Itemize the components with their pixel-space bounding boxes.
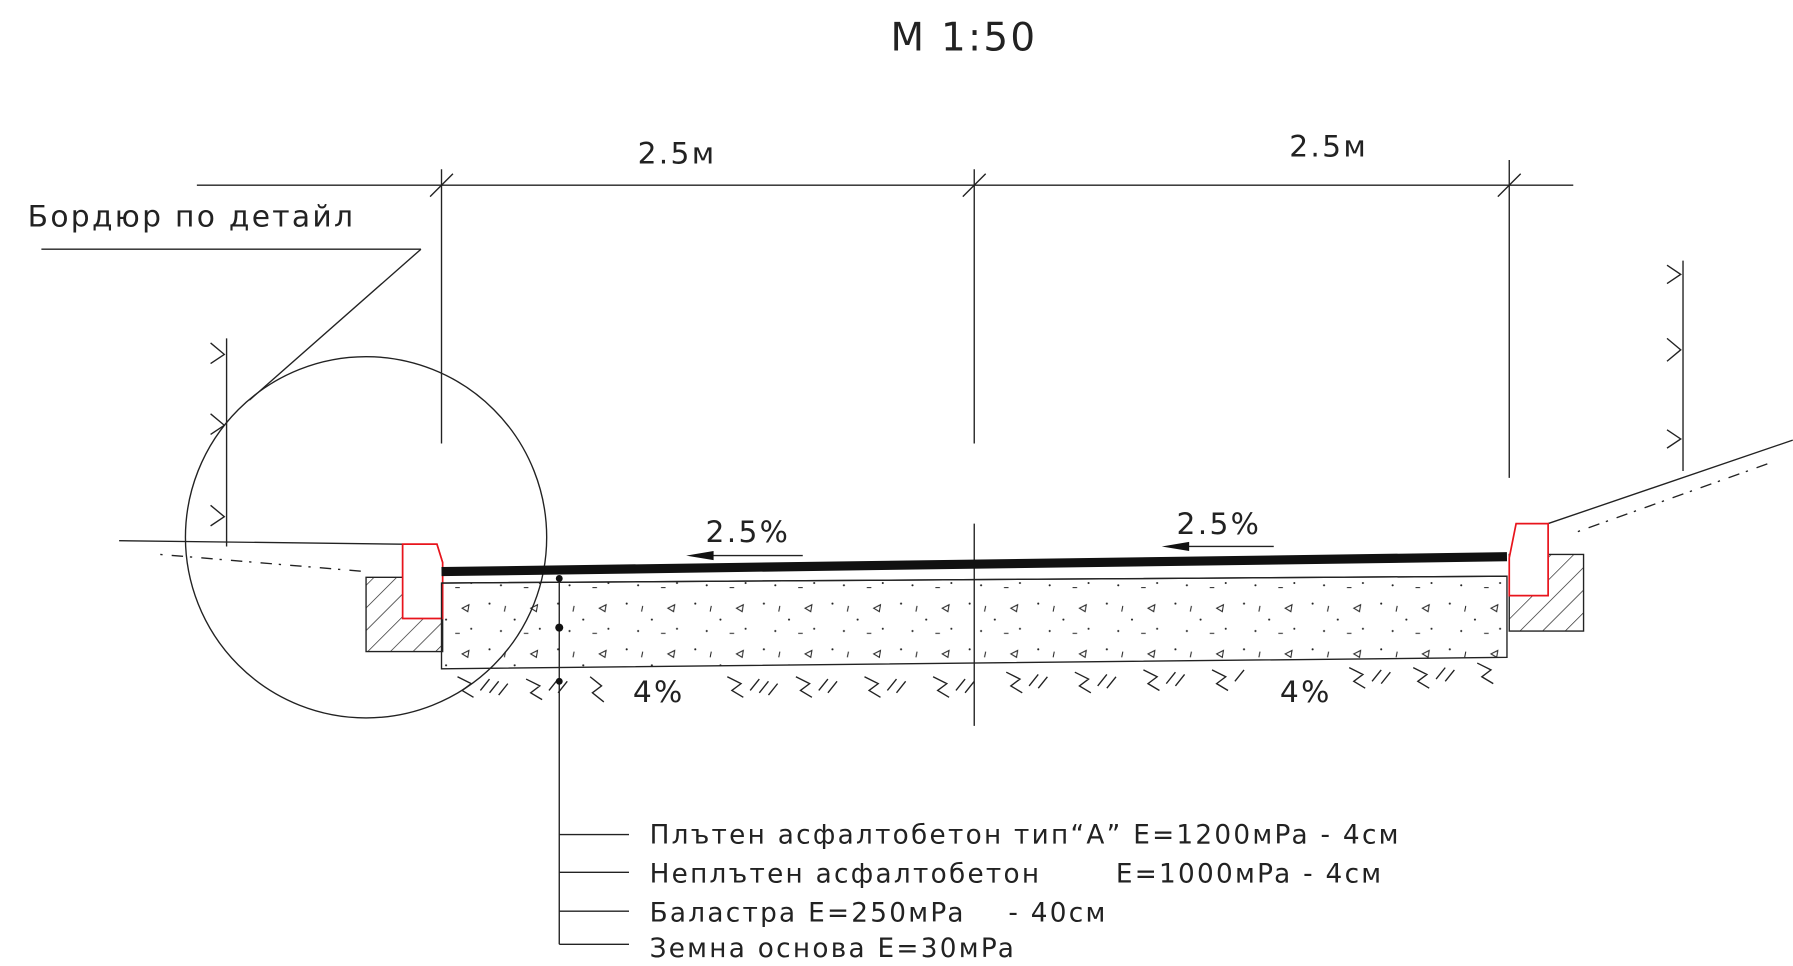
slope-label: 2.5% <box>706 515 791 550</box>
dimension-label: 2.5м <box>638 136 717 171</box>
layer-label: Плътен асфалтобетон тип“А” E=1200мPa - 4… <box>650 821 1401 851</box>
layer-label: Неплътен асфалтобетон E=1000мPa - 4см <box>650 860 1384 890</box>
dimension-lines <box>196 160 1574 726</box>
subgrade-slope-label: 4% <box>1280 675 1332 710</box>
leader-dot <box>555 575 563 582</box>
ground <box>119 439 1793 573</box>
asphalt-wearing <box>441 552 1508 577</box>
scale-title: М 1:50 <box>891 15 1038 60</box>
leader-dot <box>555 623 564 632</box>
subgrade-slope-label: 4% <box>633 675 685 710</box>
curb-right <box>1508 522 1585 632</box>
layer-leaders <box>558 577 629 945</box>
layer-label: Баластра E=250мPa - 40см <box>650 898 1108 928</box>
soil-hatching <box>457 662 1494 703</box>
leader-dot <box>555 677 563 685</box>
ballast <box>440 575 1508 670</box>
curb-left <box>365 543 444 653</box>
callout-label: Бордюр по детайл <box>28 199 356 234</box>
dimension-label: 2.5м <box>1289 130 1368 165</box>
slope-arrows <box>699 545 1274 557</box>
callout-leader <box>41 248 1684 719</box>
layer-label: Земна основа E=30мPa <box>650 934 1017 964</box>
slope-label: 2.5% <box>1177 507 1262 542</box>
